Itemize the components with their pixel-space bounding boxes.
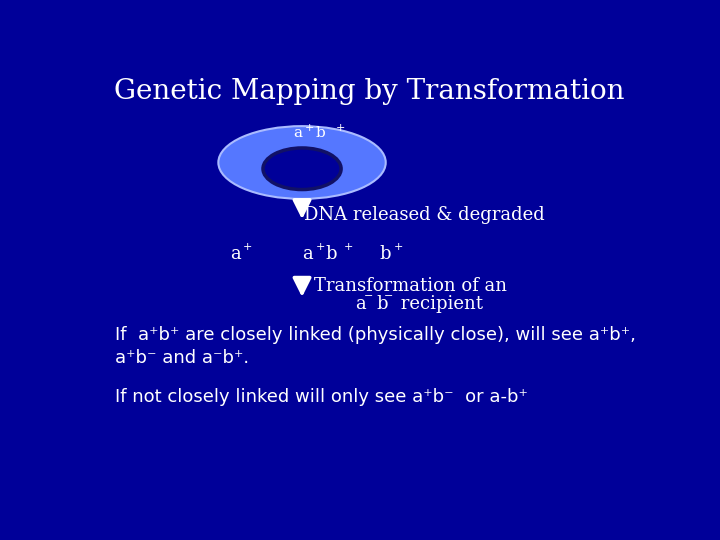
Text: +: +: [305, 124, 314, 133]
Text: a⁺b⁻ and a⁻b⁺.: a⁺b⁻ and a⁻b⁺.: [115, 349, 249, 367]
Text: If  a⁺b⁺ are closely linked (physically close), will see a⁺b⁺,: If a⁺b⁺ are closely linked (physically c…: [115, 326, 636, 344]
Text: recipient: recipient: [395, 295, 483, 313]
Text: a: a: [230, 245, 240, 263]
Text: +: +: [344, 241, 354, 252]
Text: If not closely linked will only see a⁺b⁻  or a-b⁺: If not closely linked will only see a⁺b⁻…: [115, 388, 528, 407]
Ellipse shape: [218, 126, 386, 199]
Text: b: b: [325, 245, 337, 263]
Text: +: +: [394, 241, 403, 252]
Text: +: +: [336, 124, 345, 133]
Text: −: −: [364, 292, 373, 301]
Text: Transformation of an: Transformation of an: [315, 277, 508, 295]
Text: DNA released & degraded: DNA released & degraded: [305, 206, 545, 224]
Ellipse shape: [263, 148, 341, 190]
Text: Genetic Mapping by Transformation: Genetic Mapping by Transformation: [114, 78, 624, 105]
Text: +: +: [316, 241, 325, 252]
Text: a: a: [355, 295, 366, 313]
Text: a: a: [293, 126, 302, 140]
Text: b: b: [377, 295, 388, 313]
Text: −: −: [384, 292, 393, 301]
Text: +: +: [243, 241, 252, 252]
Text: b: b: [380, 245, 392, 263]
Text: a: a: [302, 245, 313, 263]
Text: b: b: [316, 126, 325, 140]
